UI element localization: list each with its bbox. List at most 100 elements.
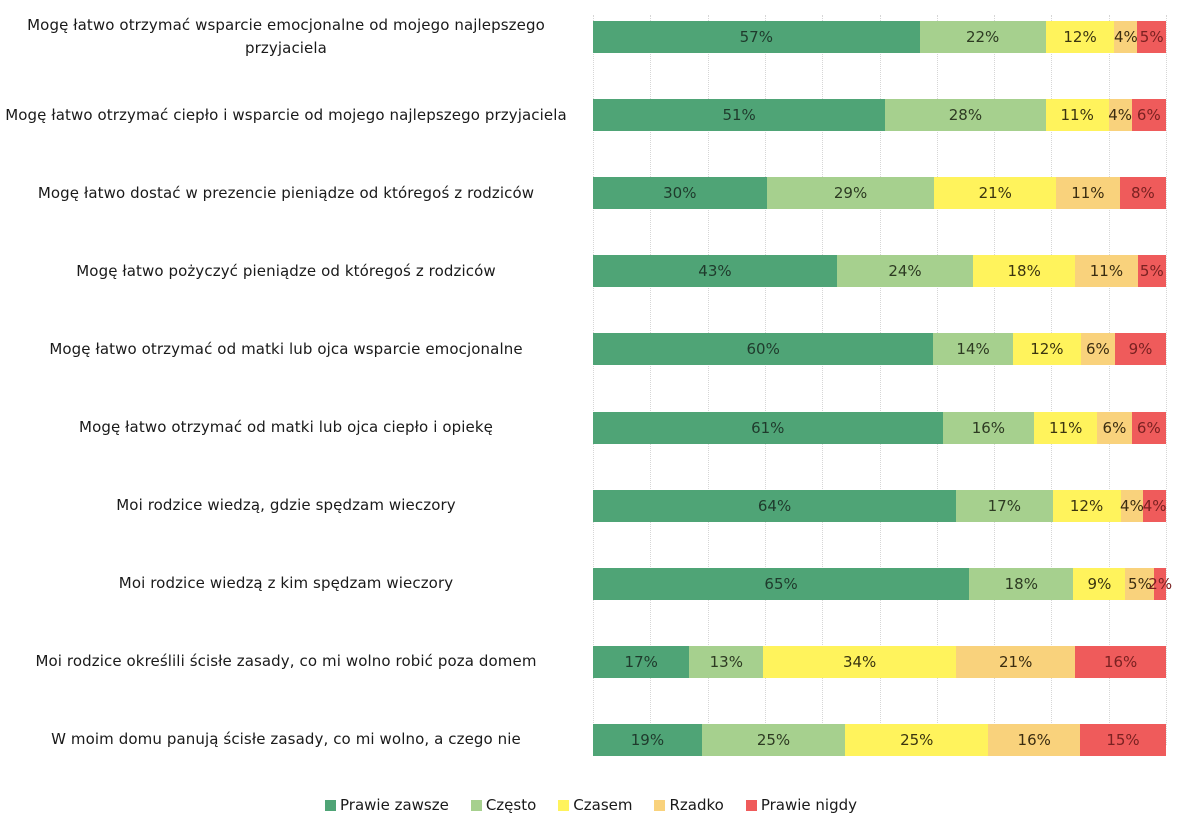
- category-label: W moim domu panują ścisłe zasady, co mi …: [51, 730, 521, 749]
- bar-segment: [593, 411, 943, 444]
- bar-segment: [1045, 99, 1109, 132]
- bar-segment: [919, 21, 1046, 53]
- data-label: 30%: [663, 184, 697, 203]
- bar-segment: [956, 489, 1053, 522]
- data-label: 9%: [1128, 340, 1153, 359]
- data-label: 4%: [1108, 106, 1133, 125]
- bar-segment: [1080, 723, 1166, 756]
- bar-segment: [593, 333, 934, 366]
- category-label: Mogę łatwo otrzymać ciepło i wsparcie od…: [5, 105, 567, 124]
- bar-segment: [593, 255, 837, 288]
- data-label: 12%: [1063, 28, 1097, 46]
- data-label: 16%: [971, 418, 1006, 437]
- grid-line: [650, 15, 652, 745]
- bar-segment: [1114, 333, 1166, 366]
- data-label: 9%: [1087, 574, 1112, 593]
- legend-label: Czasem: [573, 796, 633, 814]
- data-label: 11%: [1089, 262, 1124, 281]
- data-label: 25%: [756, 730, 791, 749]
- data-label: 17%: [987, 496, 1021, 515]
- grid-line: [1166, 15, 1168, 745]
- data-label: 22%: [965, 28, 1000, 46]
- data-label: 16%: [1017, 730, 1051, 749]
- bar-segment: [933, 333, 1013, 366]
- legend-label: Rzadko: [669, 796, 724, 814]
- data-label: 60%: [746, 340, 780, 359]
- bar-segment: [969, 567, 1074, 600]
- bar-segment: [689, 645, 764, 678]
- grid-line: [936, 15, 939, 745]
- bar-segment: [593, 21, 920, 53]
- bar-segment: [1080, 333, 1115, 366]
- bar-segment: [593, 177, 767, 210]
- grid-line: [994, 15, 996, 745]
- bar-segment: [1143, 489, 1166, 522]
- bar-segment: [1075, 255, 1138, 288]
- grid-line: [879, 15, 882, 745]
- data-label: 4%: [1142, 496, 1167, 515]
- legend-swatch: [470, 799, 482, 811]
- legend-item: Prawie zawsze: [325, 795, 449, 815]
- legend-item: Prawie nigdy: [745, 795, 857, 815]
- data-label: 6%: [1086, 340, 1110, 359]
- legend-label: Często: [485, 796, 537, 814]
- category-label: Mogę łatwo pożyczyć pieniądze od którego…: [76, 261, 496, 280]
- bar-segment: [1114, 21, 1138, 53]
- data-label: 24%: [888, 262, 922, 281]
- bar-segment: [1125, 567, 1155, 600]
- bar-segment: [836, 255, 974, 288]
- data-label: 64%: [757, 496, 792, 515]
- data-label: 16%: [1103, 652, 1138, 671]
- category-label: Mogę łatwo dostać w prezencie pieniądze …: [37, 183, 535, 202]
- bar-segment: [763, 645, 957, 678]
- bar-segment: [1137, 21, 1166, 53]
- legend-swatch: [325, 799, 336, 811]
- bar-segment: [1075, 645, 1166, 678]
- grid-line: [707, 15, 710, 745]
- data-label: 12%: [1069, 496, 1104, 515]
- bar-segment: [1056, 177, 1120, 210]
- data-label: 65%: [764, 574, 798, 593]
- bar-segment: [845, 723, 989, 756]
- data-label: 11%: [1071, 184, 1105, 203]
- data-label: 2%: [1148, 574, 1173, 593]
- bar-segment: [934, 177, 1057, 210]
- bar-segment: [988, 723, 1081, 756]
- grid-line: [764, 15, 767, 745]
- data-label: 15%: [1106, 730, 1140, 749]
- bar-segment: [593, 567, 970, 600]
- bar-segment: [766, 177, 935, 210]
- data-label: 17%: [624, 652, 658, 671]
- data-label: 21%: [998, 652, 1033, 671]
- legend-item: Często: [470, 795, 537, 815]
- bar-segment: [1131, 99, 1166, 132]
- data-label: 14%: [956, 340, 990, 359]
- data-label: 18%: [1004, 574, 1038, 593]
- data-label: 11%: [1060, 106, 1094, 125]
- bar-segment: [701, 723, 846, 756]
- bar-segment: [1097, 411, 1132, 444]
- data-label: 34%: [842, 652, 877, 671]
- legend-swatch: [558, 799, 570, 811]
- category-label: Mogę łatwo otrzymać od matki lub ojca ci…: [79, 418, 493, 436]
- bar-segment: [593, 99, 886, 132]
- bar-segment: [1137, 255, 1166, 288]
- grid-line: [593, 15, 595, 745]
- grid-line: [1108, 15, 1111, 745]
- data-label: 21%: [978, 184, 1012, 203]
- legend-label: Prawie zawsze: [340, 796, 449, 814]
- legend: Prawie zawsze Często Czasem Rzadko Prawie ni…: [0, 795, 1182, 815]
- bar-segment: [973, 255, 1076, 288]
- bar-segment: [1073, 567, 1126, 600]
- data-label: 61%: [751, 418, 785, 437]
- data-label: 51%: [722, 106, 756, 125]
- data-label: 5%: [1139, 262, 1164, 281]
- category-label: Moi rodzice wiedzą, gdzie spędzam wieczo…: [116, 496, 456, 515]
- data-label: 6%: [1102, 418, 1127, 437]
- bar-segment: [885, 99, 1046, 132]
- bar-segment: [1034, 411, 1098, 444]
- data-label: 18%: [1007, 262, 1041, 281]
- data-label: 11%: [1049, 418, 1083, 437]
- category-label: Moi rodzice wiedzą z kim spędzam wieczor…: [118, 574, 454, 593]
- category-label: Moi rodzice określili ścisłe zasady, co …: [35, 652, 537, 671]
